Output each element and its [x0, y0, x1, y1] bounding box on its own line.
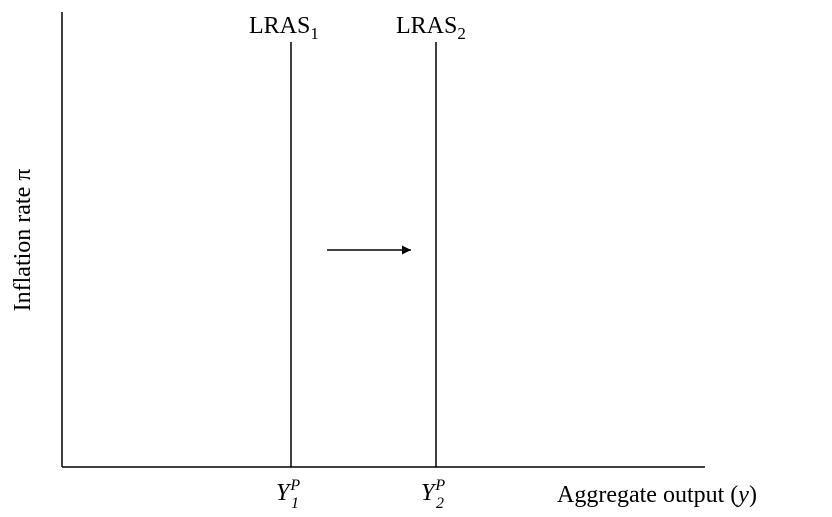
sup: P	[289, 477, 300, 494]
x-label-var: y	[736, 482, 749, 508]
y2p-label: YP 2	[421, 477, 445, 512]
y1p-label: YP 1	[276, 477, 300, 512]
lras-2-label: LRAS2	[396, 13, 466, 43]
x-label-end: )	[749, 482, 757, 508]
x-label-text: Aggregate output (	[557, 482, 738, 508]
curve-sub: 1	[310, 24, 319, 43]
base: Y	[276, 480, 292, 506]
curve-sub: 2	[457, 24, 466, 43]
lras-1-label: LRAS1	[249, 13, 319, 43]
sup: P	[434, 477, 445, 494]
y-axis-label: Inflation rate π	[10, 169, 36, 312]
x-axis-label: Aggregate output (y)	[557, 482, 757, 508]
sub: 2	[436, 495, 444, 512]
base: Y	[421, 480, 437, 506]
curve-name: LRAS	[249, 13, 310, 39]
curve-name: LRAS	[396, 13, 457, 39]
sub: 1	[291, 495, 299, 512]
